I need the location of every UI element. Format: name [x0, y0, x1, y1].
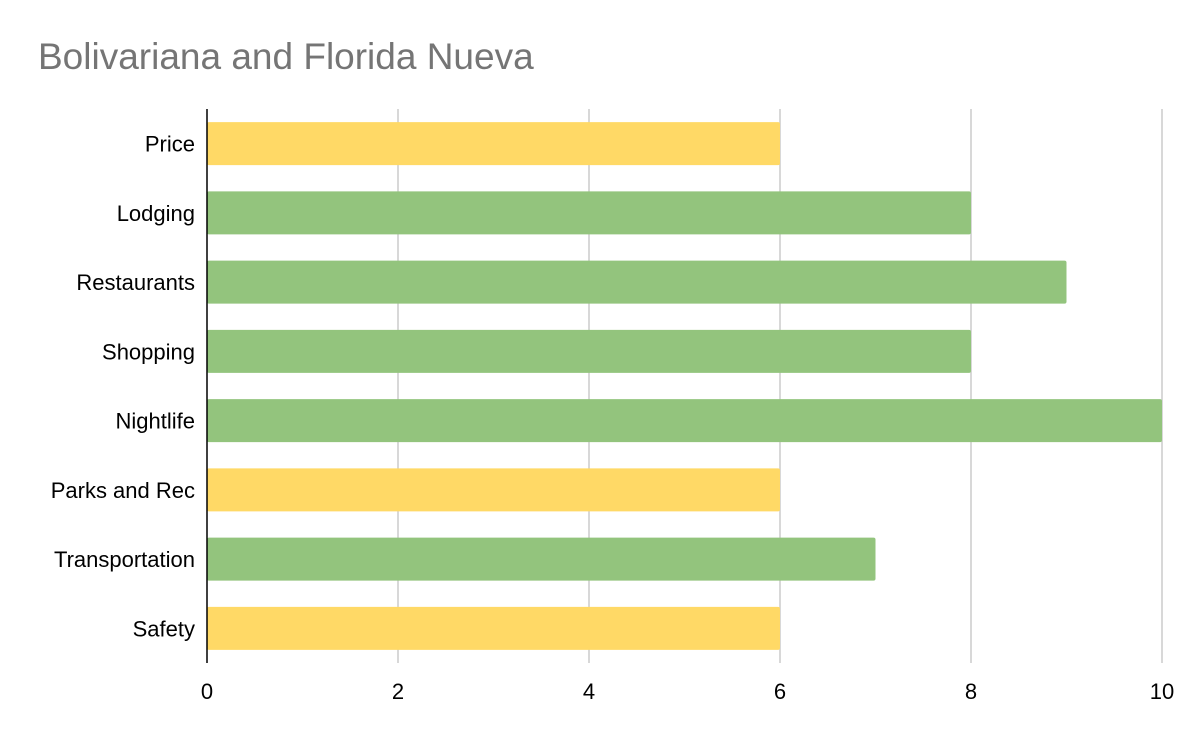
- x-tick-label: 4: [583, 679, 595, 704]
- category-label: Price: [145, 132, 195, 157]
- x-tick-label: 2: [392, 679, 404, 704]
- bar-safety: [207, 606, 780, 650]
- bar-restaurants: [207, 260, 1067, 304]
- x-tick-label: 6: [774, 679, 786, 704]
- bar-shopping: [207, 329, 971, 373]
- category-label: Lodging: [117, 201, 195, 226]
- x-tick-label: 10: [1150, 679, 1174, 704]
- category-label: Restaurants: [76, 270, 195, 295]
- bar-nightlife: [207, 399, 1162, 443]
- x-tick-label: 0: [201, 679, 213, 704]
- x-tick-labels: 0 2 4 6 8 10: [201, 679, 1174, 704]
- category-label: Shopping: [102, 339, 195, 364]
- bar-parks-and-rec: [207, 468, 780, 512]
- x-tick-label: 8: [965, 679, 977, 704]
- bar-lodging: [207, 191, 971, 235]
- category-label: Transportation: [54, 547, 195, 572]
- bars: [207, 122, 1162, 650]
- category-labels: Price Lodging Restaurants Shopping Nightlife…: [51, 132, 195, 642]
- category-label: Nightlife: [116, 409, 195, 434]
- chart-title: Bolivariana and Florida Nueva: [38, 36, 534, 77]
- bar-transportation: [207, 537, 876, 581]
- category-label: Safety: [133, 616, 195, 641]
- bar-price: [207, 122, 780, 166]
- category-label: Parks and Rec: [51, 478, 195, 503]
